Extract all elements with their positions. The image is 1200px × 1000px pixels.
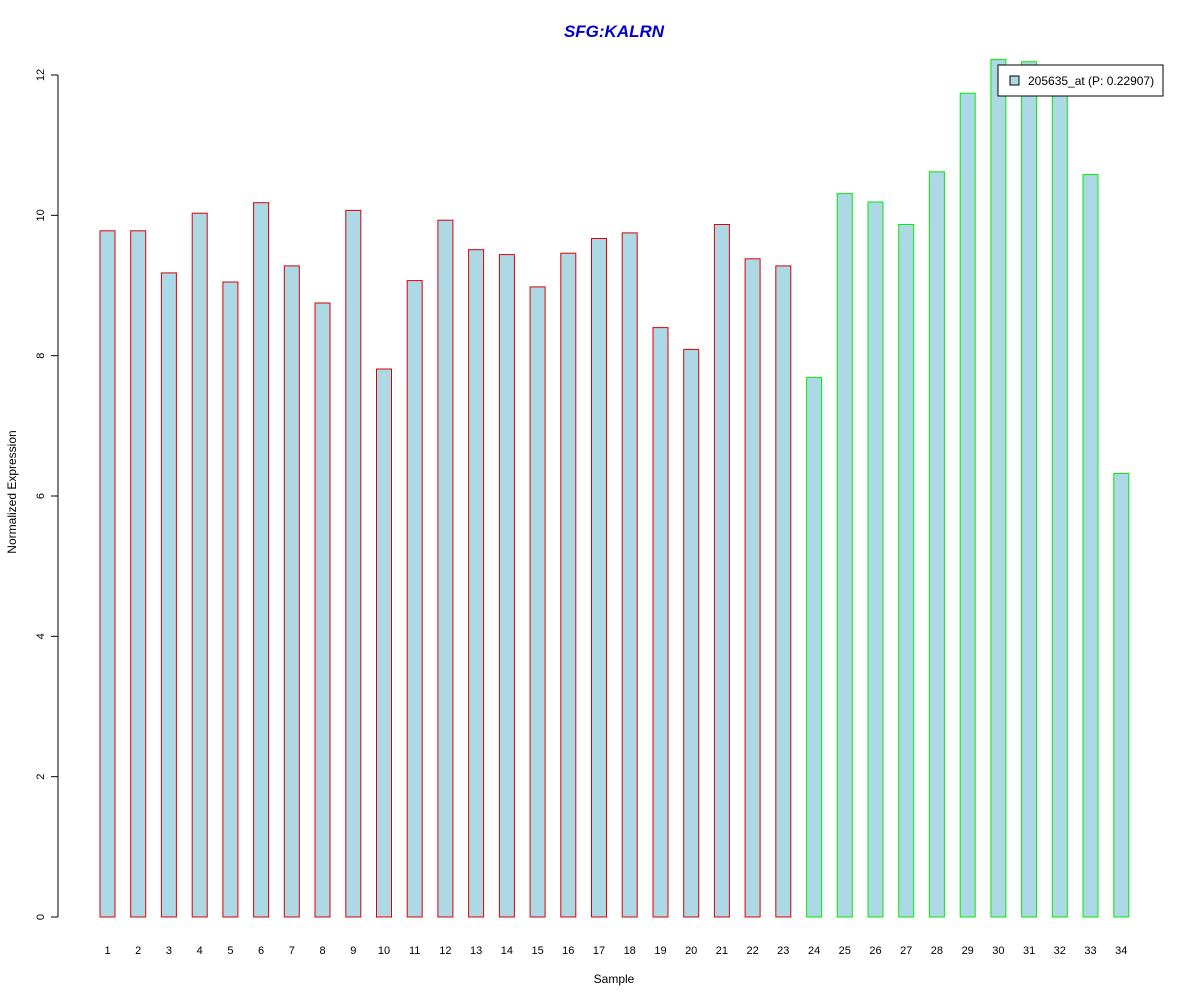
bar-sample-2 (130, 230, 147, 918)
bar-sample-10 (376, 368, 392, 918)
legend-swatch (1009, 75, 1020, 86)
x-tick-label: 31 (1023, 945, 1035, 957)
legend-box (997, 64, 1164, 97)
x-tick-label: 27 (900, 945, 912, 957)
x-tick-label: 23 (777, 945, 789, 957)
y-axis: 0 2 4 6 8 10 12 (35, 69, 59, 920)
x-tick-label: 32 (1054, 945, 1066, 957)
y-tick-label: 4 (35, 633, 47, 639)
x-tick-label: 29 (962, 945, 974, 957)
x-tick-label: 25 (839, 945, 851, 957)
x-tick-label: 17 (593, 945, 605, 957)
bar-sample-25 (836, 193, 853, 918)
y-axis-label: Normalized Expression (5, 430, 19, 553)
bar-sample-12 (437, 219, 454, 918)
bar-sample-29 (959, 92, 976, 918)
x-tick-label: 19 (654, 945, 666, 957)
bar-sample-32 (1051, 89, 1068, 918)
bar-sample-4 (191, 212, 208, 918)
bar-sample-3 (160, 272, 177, 918)
x-tick-label: 13 (470, 945, 482, 957)
y-tick-label: 12 (35, 69, 47, 81)
y-tick-label: 10 (35, 209, 47, 221)
bar-sample-17 (591, 238, 607, 918)
x-tick-label: 1 (104, 945, 110, 957)
x-tick-label: 15 (531, 945, 543, 957)
bar-sample-20 (683, 348, 700, 918)
x-tick-label: 24 (808, 945, 820, 957)
bar-sample-7 (283, 265, 300, 918)
x-tick-label: 11 (409, 945, 420, 957)
y-tick-label: 0 (35, 914, 47, 920)
bar-sample-15 (529, 286, 546, 918)
y-tick-label: 6 (35, 493, 47, 499)
x-tick-label: 21 (716, 945, 728, 957)
x-tick-label: 10 (378, 945, 390, 957)
x-tick-label: 14 (501, 945, 513, 957)
bar-sample-19 (652, 327, 669, 918)
bars (99, 59, 1130, 918)
y-tick-label: 8 (35, 353, 47, 359)
bar-sample-33 (1082, 174, 1099, 918)
bar-sample-27 (898, 224, 915, 918)
x-tick-label: 8 (319, 945, 325, 957)
bar-sample-23 (775, 265, 792, 918)
x-tick-labels: 1 2 3 4 5 6 7 8 9 10 11 12 13 14 15 16 17 18 19 20 21 22 23 24 2… (104, 945, 1127, 957)
x-axis-label: Sample (594, 972, 635, 986)
x-tick-label: 2 (135, 945, 141, 957)
bar-sample-30 (990, 59, 1007, 918)
bar-sample-16 (560, 252, 577, 918)
x-tick-label: 26 (869, 945, 881, 957)
bar-sample-31 (1021, 61, 1038, 918)
x-tick-label: 34 (1115, 945, 1127, 957)
bar-sample-8 (314, 302, 331, 918)
x-tick-label: 3 (166, 945, 172, 957)
y-tick-label: 2 (35, 774, 47, 780)
bar-sample-14 (498, 254, 515, 918)
x-tick-label: 28 (931, 945, 943, 957)
x-tick-label: 7 (289, 945, 295, 957)
x-tick-label: 16 (562, 945, 574, 957)
x-tick-label: 5 (227, 945, 233, 957)
bar-sample-18 (621, 232, 638, 918)
x-tick-label: 9 (350, 945, 356, 957)
x-tick-label: 18 (624, 945, 636, 957)
bar-sample-26 (867, 201, 884, 918)
bar-sample-5 (222, 281, 239, 918)
x-tick-label: 12 (439, 945, 451, 957)
chart-title: SFG:KALRN (564, 22, 665, 41)
x-tick-label: 20 (685, 945, 697, 957)
legend: 205635_at (P: 0.22907) (997, 64, 1164, 97)
x-tick-label: 22 (746, 945, 758, 957)
bar-sample-21 (713, 224, 730, 918)
bar-sample-22 (744, 258, 761, 918)
x-tick-label: 4 (197, 945, 203, 957)
bar-sample-6 (253, 202, 270, 918)
x-tick-label: 6 (258, 945, 264, 957)
bar-sample-1 (99, 230, 116, 918)
bar-sample-9 (345, 209, 362, 918)
bar-sample-28 (928, 171, 945, 918)
legend-label: 205635_at (P: 0.22907) (1028, 74, 1154, 88)
x-tick-label: 33 (1084, 945, 1096, 957)
bar-sample-13 (468, 249, 485, 918)
bar-sample-24 (806, 376, 823, 918)
x-tick-label: 30 (992, 945, 1004, 957)
bar-sample-34 (1113, 473, 1130, 918)
bar-sample-11 (406, 280, 423, 918)
